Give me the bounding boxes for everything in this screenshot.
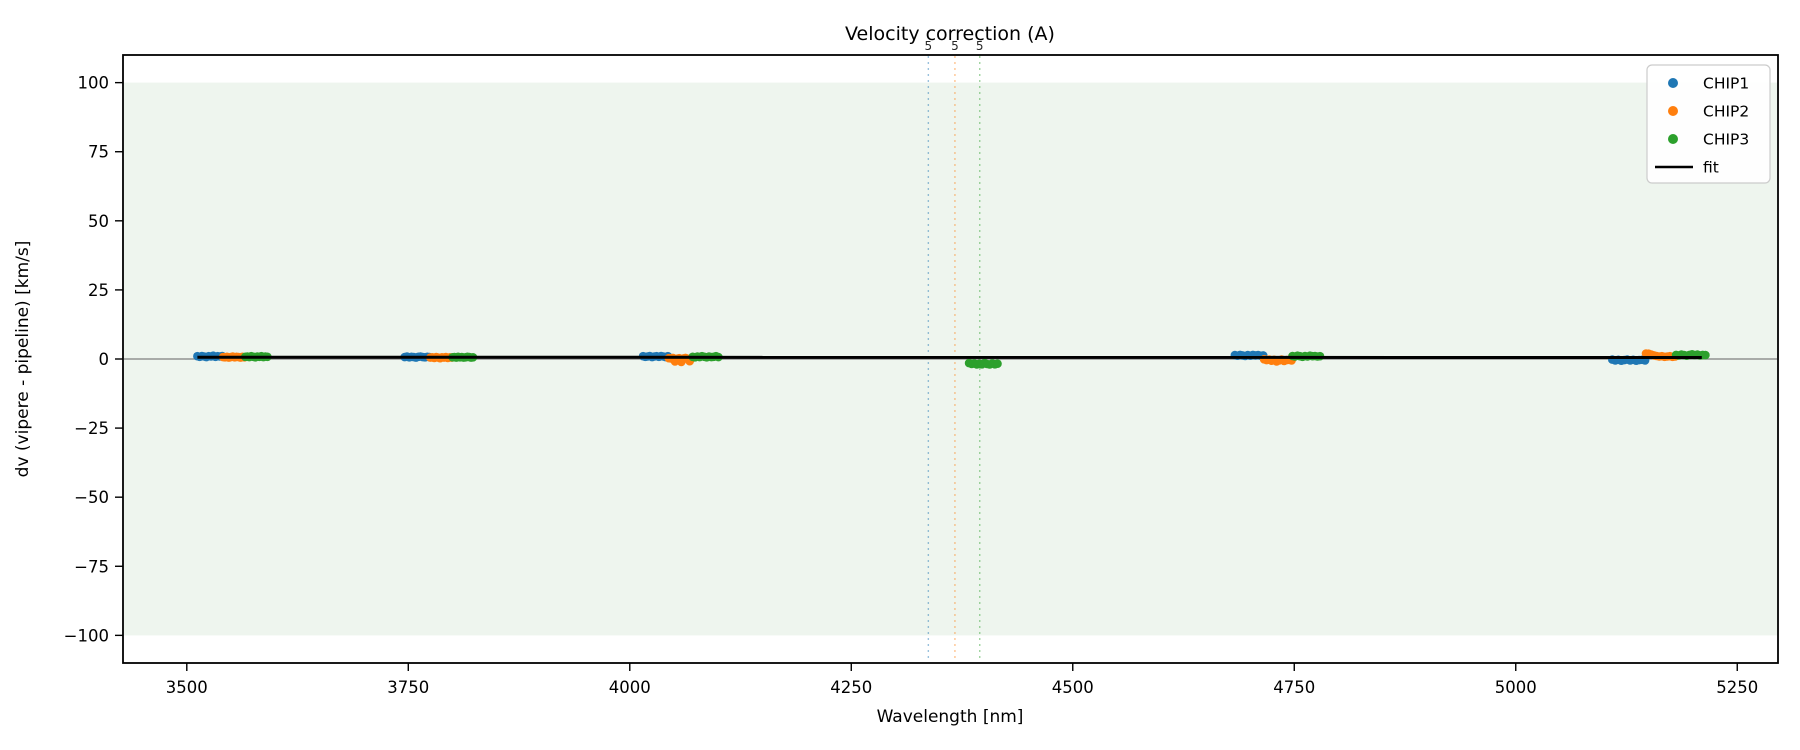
x-tick-label: 5250 <box>1716 678 1758 697</box>
legend-box <box>1646 64 1771 184</box>
y-tick-label: −25 <box>74 419 109 438</box>
y-axis-label: dv (vipere - pipeline) [km/s] <box>13 241 33 478</box>
legend-marker-chip3 <box>1668 134 1678 144</box>
y-tick-label: 25 <box>88 281 109 300</box>
x-tick-label: 4750 <box>1273 678 1315 697</box>
legend-label-chip3: CHIP3 <box>1703 131 1749 149</box>
y-tick-label: 0 <box>99 350 110 369</box>
x-tick-label: 4250 <box>830 678 872 697</box>
y-tick-label: −100 <box>64 626 109 645</box>
legend-label-chip2: CHIP2 <box>1703 103 1749 121</box>
gap-marker-label: 5 <box>951 39 959 53</box>
y-tick-label: −50 <box>74 488 109 507</box>
y-tick-label: 50 <box>88 212 109 231</box>
gap-marker-label: 5 <box>925 39 933 53</box>
x-tick-label: 4500 <box>1052 678 1094 697</box>
y-tick-label: −75 <box>74 557 109 576</box>
scatter-point-chip3 <box>993 359 1002 369</box>
y-tick-label: 100 <box>78 74 110 93</box>
legend-marker-chip2 <box>1668 106 1678 116</box>
gap-marker-lines: 5 5 5 <box>925 39 984 662</box>
axes: 3500 3750 4000 4250 4500 4750 5000 5250 100 75 50 2… <box>64 54 1779 697</box>
legend-label-chip1: CHIP1 <box>1703 75 1749 93</box>
legend: CHIP1 CHIP2 CHIP3 fit <box>1646 64 1771 184</box>
x-axis-label: Wavelength [nm] <box>877 707 1024 727</box>
x-tick-label: 5000 <box>1495 678 1537 697</box>
y-tick-label: 75 <box>88 143 109 162</box>
legend-marker-chip1 <box>1668 78 1678 88</box>
x-tick-label: 3750 <box>387 678 429 697</box>
legend-label-fit: fit <box>1703 159 1719 177</box>
x-tick-label: 3500 <box>166 678 208 697</box>
x-tick-label: 4000 <box>609 678 651 697</box>
gap-marker-label: 5 <box>976 39 984 53</box>
chart-title: Velocity correction (A) <box>845 23 1055 45</box>
scatter-point-chip3 <box>1701 350 1710 360</box>
